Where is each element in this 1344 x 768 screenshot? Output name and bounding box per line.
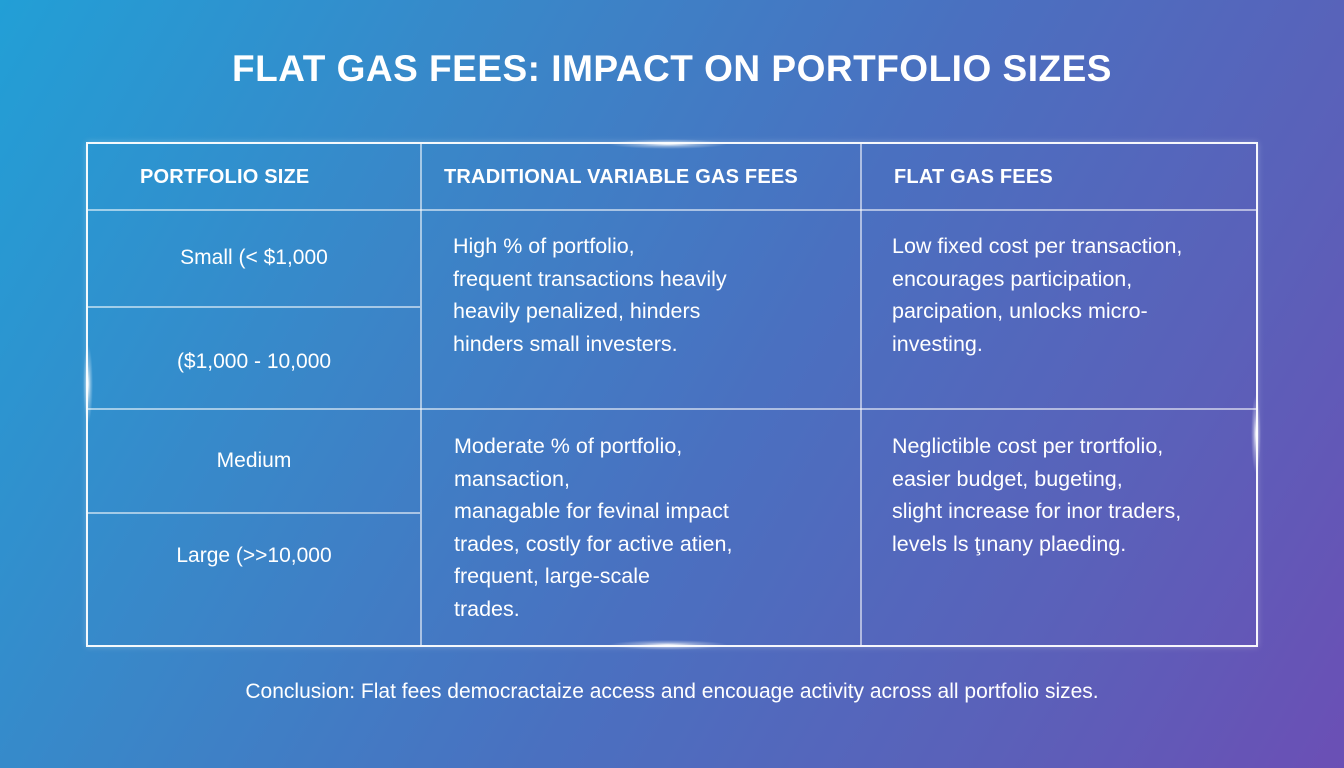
flat-small-description: Low fixed cost per transaction, encourag… <box>892 230 1252 360</box>
size-small: Small (< $1,000 <box>180 246 328 269</box>
description-line: levels ls ţınany plaeding. <box>892 531 1127 556</box>
description-line: trades. <box>454 596 520 621</box>
row-divider <box>88 512 420 514</box>
description-line: hinders small investers. <box>453 331 678 356</box>
flat-large-description: Neglictible cost per trortfolio, easier … <box>892 430 1252 560</box>
header-divider <box>88 209 1256 211</box>
comparison-table: PORTFOLIO SIZE TRADITIONAL VARIABLE GAS … <box>83 139 1261 650</box>
description-line: managable for fevinal impact <box>454 499 729 523</box>
description-line: Neglictible cost per trortfolio, <box>892 434 1164 458</box>
description-line: easier budget, bugeting, <box>892 466 1123 491</box>
description-line: High % of portfolio, <box>453 234 635 258</box>
description-line: trades, costly for active atien, <box>454 531 733 556</box>
column-divider <box>860 144 862 645</box>
conclusion-text: Conclusion: Flat fees democractaize acce… <box>245 680 1099 703</box>
description-line: Low fixed cost per transaction, <box>892 234 1183 258</box>
traditional-small-description: High % of portfolio, frequent transactio… <box>453 230 853 360</box>
glow-highlight <box>1251 394 1261 474</box>
description-line: investing. <box>892 331 983 356</box>
description-line: frequent transactions heavily <box>453 266 727 291</box>
description-line: slight increase for inor traders, <box>892 499 1182 523</box>
description-line: Moderate % of portfolio, <box>454 434 683 458</box>
description-line: encourages participation, <box>892 266 1133 291</box>
traditional-large-description: Moderate % of portfolio, mansaction, man… <box>454 430 854 625</box>
group-divider <box>88 408 1256 410</box>
description-line: heavily penalized, hinders <box>453 299 701 323</box>
header-flat-fees: FLAT GAS FEES <box>894 165 1053 188</box>
row-divider <box>88 306 420 308</box>
description-line: frequent, large-scale <box>454 564 650 588</box>
description-line: parcipation, unlocks micro- <box>892 299 1148 323</box>
size-large: Large (>>10,000 <box>176 544 332 567</box>
description-line: mansaction, <box>454 466 570 491</box>
page-title: FLAT GAS FEES: IMPACT ON PORTFOLIO SIZES <box>232 48 1112 89</box>
size-small-mid: ($1,000 - 10,000 <box>176 350 332 373</box>
column-divider <box>420 144 422 645</box>
header-portfolio-size: PORTFOLIO SIZE <box>140 165 310 188</box>
header-traditional-fees: TRADITIONAL VARIABLE GAS FEES <box>444 165 798 188</box>
size-medium: Medium <box>216 449 292 472</box>
glow-highlight <box>608 640 728 650</box>
